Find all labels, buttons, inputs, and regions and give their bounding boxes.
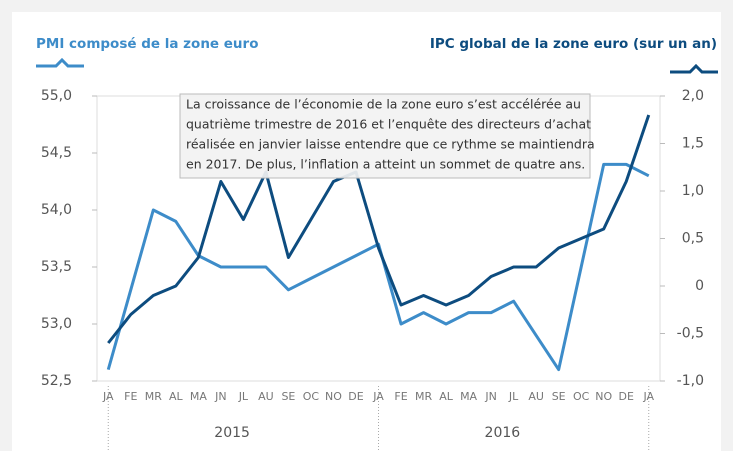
x-tick-label: MR	[145, 390, 162, 403]
x-tick-label: SE	[281, 390, 295, 403]
x-tick-label: MR	[415, 390, 432, 403]
x-tick-label: MA	[190, 390, 207, 403]
y-tick-label: 53,5	[41, 259, 72, 275]
x-tick-label: NO	[595, 390, 612, 403]
y2-tick-label: -1,0	[677, 373, 704, 389]
x-tick-label: OC	[303, 390, 320, 403]
series-line	[107, 114, 651, 344]
y2-tick-label: 2,0	[682, 88, 704, 104]
x-tick-label: JL	[238, 390, 249, 403]
year-label: 2016	[485, 425, 521, 441]
y-tick-label: 54,5	[41, 145, 72, 161]
x-tick-label: DE	[619, 390, 634, 403]
y2-tick-label: 1,5	[682, 136, 704, 152]
y-tick-label: 55,0	[41, 88, 72, 104]
annotation-line: quatrième trimestre de 2016 et l’enquête…	[186, 117, 591, 132]
x-tick-label: JN	[484, 390, 496, 403]
x-tick-label: JA	[372, 390, 384, 403]
x-tick-label: AL	[169, 390, 184, 403]
x-tick-label: JN	[214, 390, 226, 403]
legend-right-icon	[670, 63, 718, 74]
legend-left-icon	[36, 57, 84, 68]
x-tick-label: AU	[258, 390, 274, 403]
annotation-box	[179, 93, 591, 179]
x-tick-label: FE	[394, 390, 407, 403]
y2-tick-label: 0,5	[682, 231, 704, 247]
legend-left: PMI composé de la zone euro	[36, 36, 258, 52]
x-tick-label: AL	[439, 390, 454, 403]
y2-tick-label: 0	[695, 278, 704, 294]
year-label: 2015	[214, 425, 250, 441]
x-tick-label: JA	[102, 390, 114, 403]
x-tick-label: MA	[460, 390, 477, 403]
legend-right: IPC global de la zone euro (sur un an)	[430, 36, 717, 52]
y-tick-label: 52,5	[41, 373, 72, 389]
y2-tick-label: -0,5	[677, 326, 704, 342]
x-tick-label: OC	[573, 390, 590, 403]
y-tick-label: 54,0	[41, 202, 72, 218]
annotation-line: La croissance de l’économie de la zone e…	[186, 97, 581, 112]
x-tick-label: SE	[552, 390, 566, 403]
x-tick-label: JA	[642, 390, 654, 403]
x-tick-label: NO	[325, 390, 342, 403]
y2-tick-label: 1,0	[682, 183, 704, 199]
x-tick-label: AU	[528, 390, 544, 403]
x-tick-label: DE	[348, 390, 363, 403]
y-tick-label: 53,0	[41, 316, 72, 332]
annotation-line: en 2017. De plus, l’inflation a atteint …	[186, 157, 585, 172]
x-tick-label: FE	[124, 390, 137, 403]
x-tick-label: JL	[508, 390, 519, 403]
annotation-line: réalisée en janvier laisse entendre que …	[186, 137, 595, 152]
